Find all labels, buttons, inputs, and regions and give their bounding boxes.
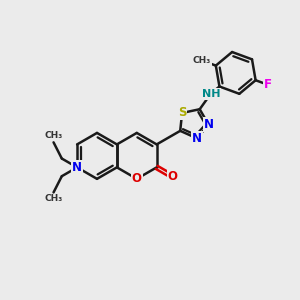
Text: F: F [264, 78, 272, 91]
Text: CH₃: CH₃ [44, 194, 63, 203]
Text: N: N [204, 118, 214, 131]
Text: CH₃: CH₃ [44, 131, 63, 140]
Text: N: N [72, 161, 82, 174]
Text: S: S [178, 106, 186, 119]
Text: N: N [192, 132, 202, 145]
Text: O: O [167, 170, 178, 183]
Text: NH: NH [202, 89, 220, 99]
Text: O: O [132, 172, 142, 185]
Text: CH₃: CH₃ [193, 56, 211, 65]
